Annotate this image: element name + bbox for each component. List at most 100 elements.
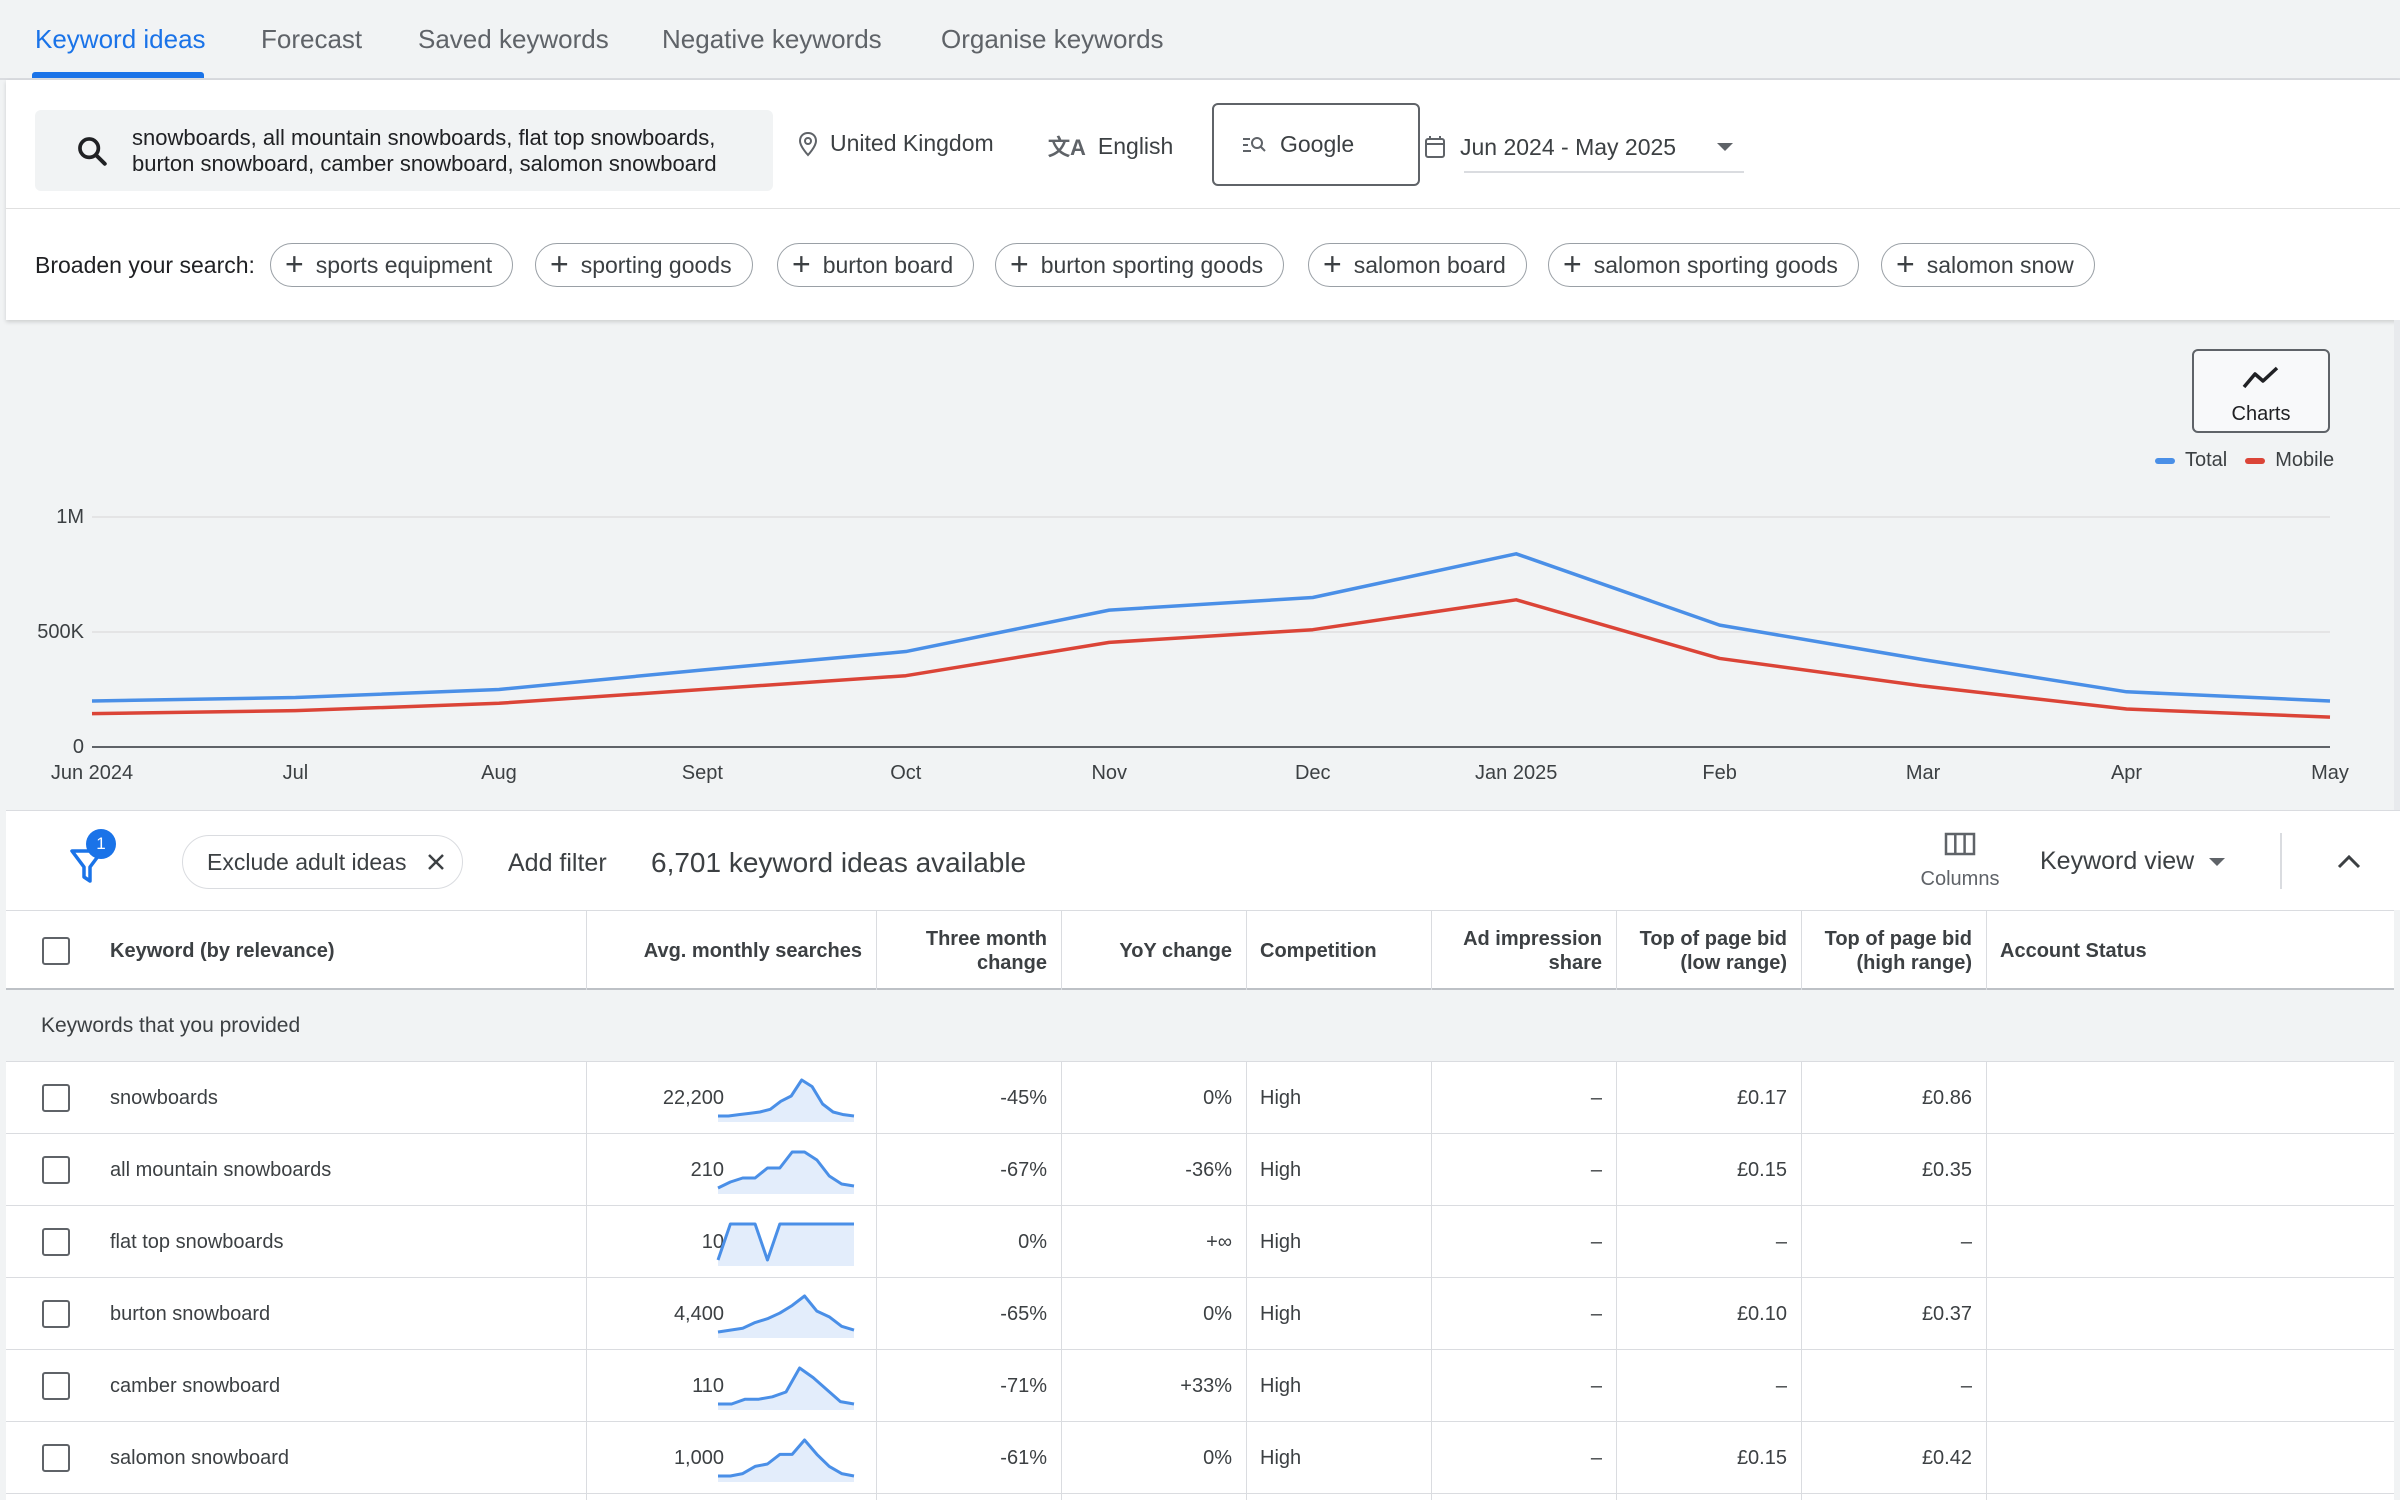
x-tick-label: Jul (283, 762, 309, 784)
competition-cell: High (1260, 1230, 1302, 1253)
trend-sparkline (717, 1150, 855, 1194)
language-selector[interactable]: 文A English (1048, 130, 1173, 162)
row-checkbox[interactable] (42, 1372, 70, 1400)
column-divider (586, 910, 587, 990)
location-pin-icon (798, 131, 818, 156)
yoy-change-cell: +33% (1180, 1374, 1232, 1397)
column-divider (1246, 1062, 1247, 1500)
translate-icon: 文A (1048, 135, 1086, 160)
exclude-chip-label: Exclude adult ideas (207, 848, 407, 875)
column-divider (1431, 1062, 1432, 1500)
bid-high-cell: – (1960, 1230, 1972, 1253)
broaden-chip-sporting-goods[interactable]: + sporting goods (535, 243, 753, 287)
keyword-cell: snowboards (110, 1086, 218, 1109)
y-tick-label: 0 (73, 736, 84, 758)
three-month-change-cell: 0% (1018, 1230, 1047, 1253)
tab-keyword-ideas[interactable]: Keyword ideas (35, 24, 206, 54)
broaden-chip-salomon-snow[interactable]: + salomon snow (1881, 243, 2095, 287)
group-label: Keywords that you provided (41, 1014, 301, 1037)
columns-button[interactable]: Columns (1910, 831, 2010, 891)
broaden-chip-burton-sporting-goods[interactable]: + burton sporting goods (995, 243, 1285, 287)
sparkline-line (717, 1294, 855, 1334)
calendar-icon (1425, 136, 1445, 158)
avg-monthly-searches-cell: 4,400 (673, 1302, 724, 1325)
row-checkbox[interactable] (42, 1444, 70, 1472)
row-checkbox[interactable] (42, 1084, 70, 1112)
table-row[interactable]: snowboards 22,200 -45% 0% High – £0.17 £0.86 (6, 1062, 2394, 1134)
x-tick-label: Feb (1702, 762, 1736, 784)
sparkline-area (718, 1152, 854, 1194)
bid-low-cell: £0.15 (1736, 1158, 1787, 1181)
sparkline-line (718, 1438, 855, 1478)
search-keywords-text: snowboards, all mountain snowboards, fla… (132, 125, 717, 177)
exclude-adult-ideas-chip[interactable]: Exclude adult ideas (182, 835, 464, 889)
header-bid-low[interactable]: Top of page bid (low range) (1616, 911, 1801, 991)
chip-label: sporting goods (580, 251, 732, 278)
network-label: Google (1280, 131, 1355, 157)
tab-saved-keywords[interactable]: Saved keywords (418, 24, 609, 54)
avg-monthly-searches-cell: 110 (692, 1374, 724, 1397)
location-label: United Kingdom (830, 130, 994, 156)
charts-button-label: Charts (2231, 403, 2291, 425)
header-line: Ad impression (1463, 928, 1602, 950)
column-divider (1801, 1062, 1802, 1500)
avg-monthly-searches-cell: 10 (701, 1230, 724, 1253)
row-checkbox[interactable] (42, 1300, 70, 1328)
competition-cell: High (1260, 1302, 1302, 1325)
header-ad-impression-share[interactable]: Ad impression share (1431, 911, 1616, 991)
keyword-search-input[interactable]: snowboards, all mountain snowboards, fla… (35, 110, 773, 191)
network-selector[interactable]: Google (1212, 103, 1420, 186)
series-line-mobile (91, 598, 2331, 719)
header-competition[interactable]: Competition (1260, 940, 1377, 962)
location-selector[interactable]: United Kingdom (798, 130, 994, 157)
y-tick-label: 1M (56, 506, 84, 528)
avg-monthly-searches-cell: 210 (690, 1158, 724, 1181)
keyword-view-selector[interactable]: Keyword view (2040, 847, 2226, 876)
close-icon[interactable] (426, 852, 446, 872)
header-bid-high[interactable]: Top of page bid (high range) (1801, 911, 1986, 991)
tab-negative-keywords[interactable]: Negative keywords (662, 24, 882, 54)
plus-icon: + (550, 245, 569, 282)
y-tick-label: 500K (37, 621, 84, 643)
broaden-chip-sports-equipment[interactable]: + sports equipment (270, 243, 514, 287)
table-row[interactable]: salomon snowboard 1,000 -61% 0% High – £0.15 £0… (6, 1422, 2394, 1494)
broaden-search-label: Broaden your search: (35, 252, 255, 278)
header-account-status[interactable]: Account Status (2000, 940, 2147, 962)
date-range-selector[interactable]: Jun 2024 - May 2025 (1424, 127, 1744, 173)
header-keyword[interactable]: Keyword (by relevance) (110, 940, 335, 962)
broaden-chip-salomon-board[interactable]: + salomon board (1308, 243, 1527, 287)
chip-label: salomon snow (1926, 251, 2074, 278)
ad-impression-share-cell: – (1590, 1302, 1602, 1325)
chevron-up-icon[interactable] (2334, 847, 2364, 877)
table-row[interactable]: all mountain snowboards 210 -67% -36% High – £… (6, 1134, 2394, 1206)
tab-forecast[interactable]: Forecast (261, 24, 363, 54)
header-three-month-change[interactable]: Three month change (876, 911, 1061, 991)
bid-high-cell: £0.42 (1921, 1446, 1972, 1469)
table-row[interactable]: flat top snowboards 10 0% +∞ High – – – (6, 1206, 2394, 1278)
bid-low-cell: £0.15 (1736, 1446, 1787, 1469)
charts-button[interactable]: Charts (2192, 349, 2330, 433)
select-all-checkbox[interactable] (42, 937, 70, 965)
table-row[interactable]: camber snowboard 110 -71% +33% High – – – (6, 1350, 2394, 1422)
row-checkbox[interactable] (42, 1228, 70, 1256)
right-gutter (2394, 320, 2400, 810)
broaden-chip-burton-board[interactable]: + burton board (777, 243, 975, 287)
bid-high-cell: £0.86 (1921, 1086, 1972, 1109)
header-line: Top of page bid (1639, 928, 1787, 950)
tab-organise-keywords[interactable]: Organise keywords (941, 24, 1164, 54)
add-filter-button[interactable]: Add filter (508, 849, 607, 877)
legend-label-mobile: Mobile (2275, 449, 2335, 471)
header-yoy-change[interactable]: YoY change (1119, 940, 1232, 962)
x-tick-label: Nov (1091, 762, 1127, 784)
three-month-change-cell: -65% (1000, 1302, 1047, 1325)
search-icon (78, 137, 107, 166)
header-avg-monthly-searches[interactable]: Avg. monthly searches (643, 940, 862, 962)
x-tick-label: Sept (682, 762, 724, 784)
broaden-chip-salomon-sporting-goods[interactable]: + salomon sporting goods (1548, 243, 1859, 287)
x-tick-label: Jun 2024 (51, 762, 133, 784)
bid-high-cell: £0.35 (1921, 1158, 1972, 1181)
trending-line-icon (2242, 366, 2279, 389)
table-row[interactable]: burton snowboard 4,400 -65% 0% High – £0.10 £0.… (6, 1278, 2394, 1350)
row-checkbox[interactable] (42, 1156, 70, 1184)
sparkline-line (716, 1222, 854, 1262)
